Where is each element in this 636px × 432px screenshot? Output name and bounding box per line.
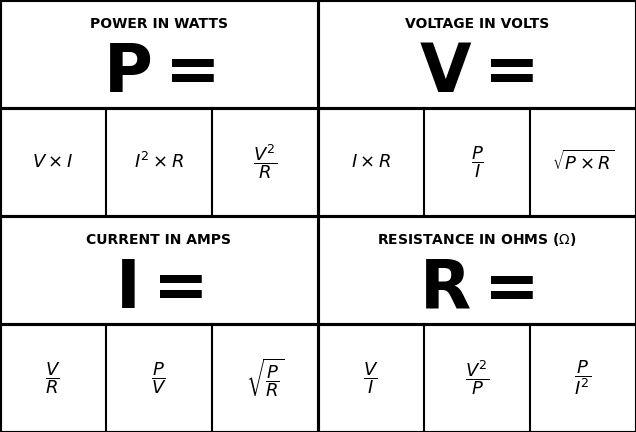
Text: $\dfrac{P}{I}$: $\dfrac{P}{I}$	[471, 144, 483, 180]
Text: $\sqrt{\dfrac{P}{R}}$: $\sqrt{\dfrac{P}{R}}$	[246, 357, 284, 399]
Text: $\mathbf{R=}$: $\mathbf{R=}$	[420, 257, 534, 322]
Text: $\mathbf{V=}$: $\mathbf{V=}$	[419, 41, 535, 106]
Text: $\sqrt{P \times R}$: $\sqrt{P \times R}$	[552, 150, 614, 174]
Text: VOLTAGE IN VOLTS: VOLTAGE IN VOLTS	[405, 17, 549, 31]
Text: $\mathbf{P=}$: $\mathbf{P=}$	[103, 41, 215, 106]
Text: $V \times I$: $V \times I$	[32, 153, 74, 171]
Text: $\dfrac{V}{I}$: $\dfrac{V}{I}$	[363, 360, 378, 396]
Text: $\dfrac{P}{V}$: $\dfrac{P}{V}$	[151, 360, 167, 396]
Text: $I \times R$: $I \times R$	[351, 153, 391, 171]
Text: POWER IN WATTS: POWER IN WATTS	[90, 17, 228, 31]
Text: CURRENT IN AMPS: CURRENT IN AMPS	[86, 233, 232, 247]
Text: $I^2 \times R$: $I^2 \times R$	[134, 152, 184, 172]
Text: $\dfrac{V^2}{P}$: $\dfrac{V^2}{P}$	[465, 359, 489, 397]
Text: $\mathbf{I=}$: $\mathbf{I=}$	[114, 257, 204, 322]
Text: $\dfrac{V}{R}$: $\dfrac{V}{R}$	[45, 360, 60, 396]
Text: $\dfrac{P}{I^2}$: $\dfrac{P}{I^2}$	[574, 359, 591, 397]
Text: $\dfrac{V^2}{R}$: $\dfrac{V^2}{R}$	[253, 143, 277, 181]
Text: RESISTANCE IN OHMS ($\Omega$): RESISTANCE IN OHMS ($\Omega$)	[377, 231, 577, 248]
